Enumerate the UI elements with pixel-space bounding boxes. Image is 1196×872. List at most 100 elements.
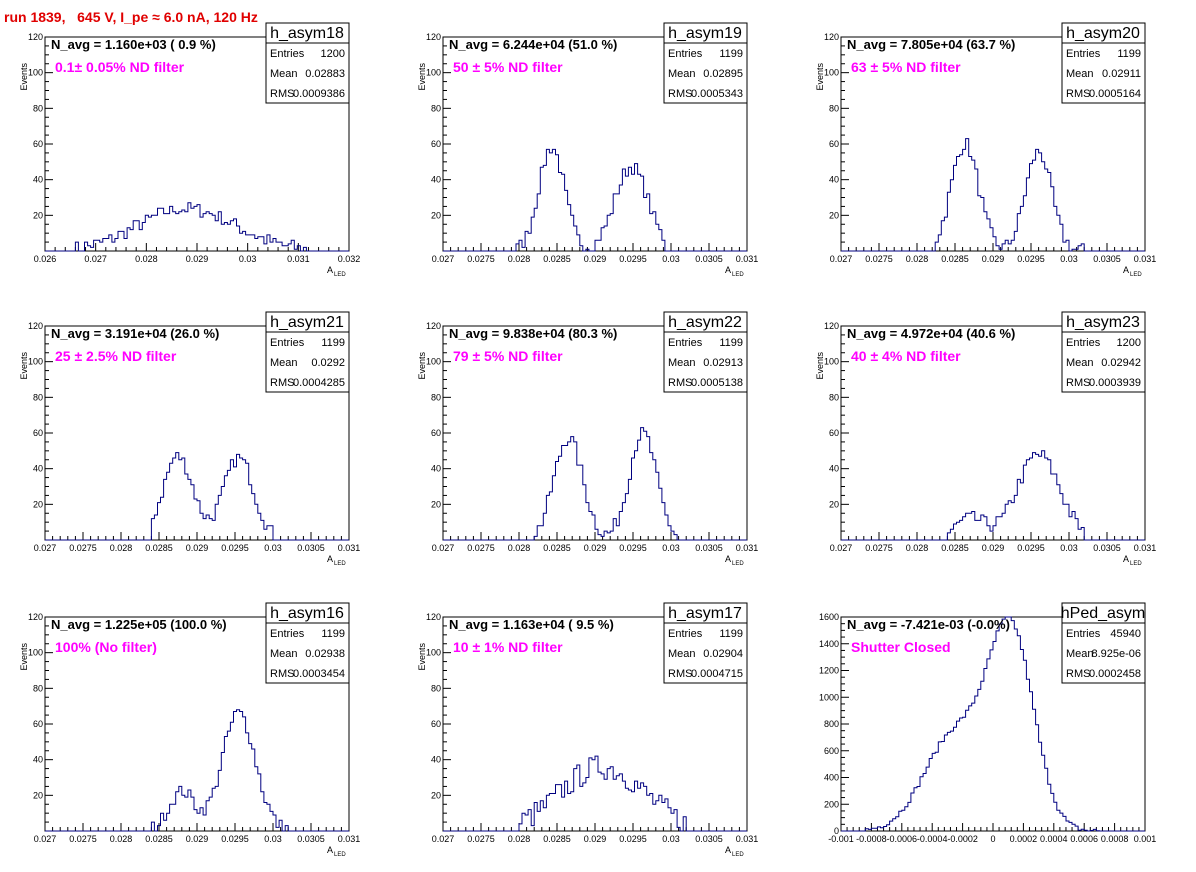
- panel-h_asym17-navg-label: N_avg = 1.163e+04 ( 9.5 %): [449, 617, 614, 632]
- panel-h_asym18-histogram-line: [45, 202, 349, 252]
- panel-h_asym19-stats-name: h_asym19: [668, 25, 742, 42]
- panel-h_asym19-ytick-label: 20: [431, 210, 441, 220]
- panel-h_asym18-ytick-label: 120: [28, 32, 43, 42]
- panel-h_asym18-stats-value: 0.02883: [305, 68, 345, 80]
- panel-hPed_asym-ytick-label: 0: [834, 826, 839, 836]
- panel-h_asym16-xtick-label: 0.0295: [221, 834, 249, 844]
- panel-h_asym20-ylabel: Events: [815, 63, 825, 91]
- panel-h_asym21-stats-value: 1199: [321, 337, 345, 349]
- panel-h_asym20-histogram-line: [841, 138, 1145, 252]
- panel-h_asym17-ytick-label: 20: [431, 790, 441, 800]
- panel-h_asym21-xtick-label: 0.0285: [145, 543, 173, 553]
- panel-h_asym17-stats-key: Entries: [668, 628, 703, 640]
- panel-h_asym17-stats-value: 0.02904: [703, 648, 743, 660]
- panel-h_asym23-stats-box: [1061, 331, 1146, 393]
- panel-hPed_asym-stats-box: [1061, 622, 1146, 684]
- panel-h_asym21-ytick-label: 40: [33, 464, 43, 474]
- panel-h_asym21-xtick-label: 0.029: [186, 543, 209, 553]
- panel-h_asym17-xtick-label: 0.03: [662, 834, 680, 844]
- panel-h_asym18-ytick-label: 20: [33, 210, 43, 220]
- panel-h_asym21-xtick-label: 0.0305: [297, 543, 325, 553]
- panel-h_asym18-xtick-label: 0.028: [135, 254, 158, 264]
- panel-h_asym18-ytick-label: 80: [33, 103, 43, 113]
- panel-h_asym20-xtick-label: 0.03: [1060, 254, 1078, 264]
- panel-h_asym16-ylabel: Events: [19, 643, 29, 671]
- panel-hPed_asym-xtick-label: -0.001: [828, 834, 854, 844]
- panel-h_asym16-xtick-label: 0.031: [338, 834, 361, 844]
- panel-h_asym17-xlabel: A: [725, 845, 731, 855]
- panel-h_asym16-xtick-label: 0.027: [34, 834, 57, 844]
- panel-h_asym17-xtick-label: 0.0305: [695, 834, 723, 844]
- panel-h_asym21-histogram-line: [45, 452, 349, 541]
- panel-h_asym22-ytick-label: 120: [426, 321, 441, 331]
- panel-h_asym21-xtick-label: 0.03: [264, 543, 282, 553]
- panel-h_asym20-stats-key: Entries: [1066, 48, 1101, 60]
- panel-h_asym21-stats-key: RMS: [270, 377, 294, 389]
- panel-h_asym23-xtick-label: 0.0295: [1017, 543, 1045, 553]
- panel-h_asym19-xlabel-sub: LED: [732, 272, 744, 278]
- panel-h_asym17-xtick-label: 0.028: [508, 834, 531, 844]
- panel-h_asym21-xlabel: A: [327, 554, 333, 564]
- panel-h_asym20-xtick-label: 0.028: [906, 254, 929, 264]
- panel-h_asym22-xtick-label: 0.029: [584, 543, 607, 553]
- panel-h_asym22-ytick-label: 40: [431, 464, 441, 474]
- panel-h_asym22-xtick-label: 0.0295: [619, 543, 647, 553]
- panel-h_asym16-xlabel-sub: LED: [334, 852, 346, 858]
- panel-h_asym20-stats-key: Mean: [1066, 68, 1094, 80]
- panel-h_asym17-xtick-label: 0.0275: [467, 834, 495, 844]
- panel-h_asym21-filter-label: 25 ± 2.5% ND filter: [55, 348, 177, 364]
- panel-h_asym16-stats-value: 0.0003454: [293, 668, 345, 680]
- panel-h_asym19-ylabel: Events: [417, 63, 427, 91]
- panel-h_asym22-xtick-label: 0.0285: [543, 543, 571, 553]
- panel-hPed_asym-xtick-label: 0.0004: [1040, 834, 1068, 844]
- panel-h_asym18-xtick-label: 0.027: [84, 254, 107, 264]
- panel-h_asym21-stats-value: 0.0292: [311, 357, 345, 369]
- panel-h_asym16-histogram-line: [45, 709, 349, 832]
- panel-h_asym19-stats-value: 0.0005343: [691, 88, 743, 100]
- panel-h_asym19-xtick-label: 0.028: [508, 254, 531, 264]
- panel-h_asym22-xtick-label: 0.0305: [695, 543, 723, 553]
- panel-h_asym17-xtick-label: 0.027: [432, 834, 455, 844]
- panel-h_asym16-xtick-label: 0.03: [264, 834, 282, 844]
- panel-h_asym16-ytick-label: 40: [33, 755, 43, 765]
- panel-hPed_asym-ytick-label: 1000: [819, 692, 839, 702]
- panel-h_asym23-ytick-label: 40: [829, 464, 839, 474]
- panel-h_asym16-xtick-label: 0.029: [186, 834, 209, 844]
- panel-h_asym23-stats-key: RMS: [1066, 377, 1090, 389]
- panel-h_asym20-stats-box: [1061, 42, 1146, 104]
- panel-h_asym21-ytick-label: 20: [33, 499, 43, 509]
- panel-hPed_asym-navg-label: N_avg = -7.421e-03 (-0.0%): [847, 617, 1010, 632]
- panel-h_asym22-stats-value: 0.02913: [703, 357, 743, 369]
- panel-h_asym19-stats-key: Entries: [668, 48, 703, 60]
- panel-h_asym16-xtick-label: 0.0285: [145, 834, 173, 844]
- panel-h_asym22-xtick-label: 0.027: [432, 543, 455, 553]
- panel-h_asym22-xtick-label: 0.0275: [467, 543, 495, 553]
- panel-h_asym18-ytick-label: 60: [33, 139, 43, 149]
- panel-hPed_asym-stats-key: Mean: [1066, 648, 1094, 660]
- panel-hPed_asym-xtick-label: -0.0008: [856, 834, 887, 844]
- panel-h_asym17-ylabel: Events: [417, 643, 427, 671]
- panel-hPed_asym-ytick-label: 200: [824, 799, 839, 809]
- panel-h_asym20-navg-label: N_avg = 7.805e+04 (63.7 %): [847, 37, 1015, 52]
- panel-hPed_asym-xtick-label: -0.0004: [917, 834, 948, 844]
- panel-h_asym23-xtick-label: 0.027: [830, 543, 853, 553]
- panel-h_asym22-filter-label: 79 ± 5% ND filter: [453, 348, 563, 364]
- panel-hPed_asym-ytick-label: 800: [824, 719, 839, 729]
- panel-h_asym16-xtick-label: 0.028: [110, 834, 133, 844]
- panel-h_asym23-xtick-label: 0.028: [906, 543, 929, 553]
- panel-hPed_asym-stats-name: hPed_asym: [1061, 605, 1146, 622]
- panel-h_asym22-ytick-label: 20: [431, 499, 441, 509]
- panel-h_asym20-xtick-label: 0.0285: [941, 254, 969, 264]
- panel-h_asym16-stats-value: 1199: [321, 628, 345, 640]
- panel-h_asym16-ytick-label: 20: [33, 790, 43, 800]
- panel-h_asym18-stats-value: 0.0009386: [293, 88, 345, 100]
- panel-h_asym21-xtick-label: 0.031: [338, 543, 361, 553]
- panel-h_asym17-stats-key: Mean: [668, 648, 696, 660]
- panel-h_asym23-stats-value: 1200: [1117, 337, 1141, 349]
- panel-h_asym20-stats-value: 0.0005164: [1089, 88, 1141, 100]
- panel-h_asym22-stats-name: h_asym22: [668, 314, 742, 331]
- panel-h_asym22-stats-value: 1199: [719, 337, 743, 349]
- panel-h_asym20-filter-label: 63 ± 5% ND filter: [851, 59, 961, 75]
- panel-h_asym18-ytick-label: 40: [33, 175, 43, 185]
- panel-h_asym17-histogram-line: [443, 755, 747, 832]
